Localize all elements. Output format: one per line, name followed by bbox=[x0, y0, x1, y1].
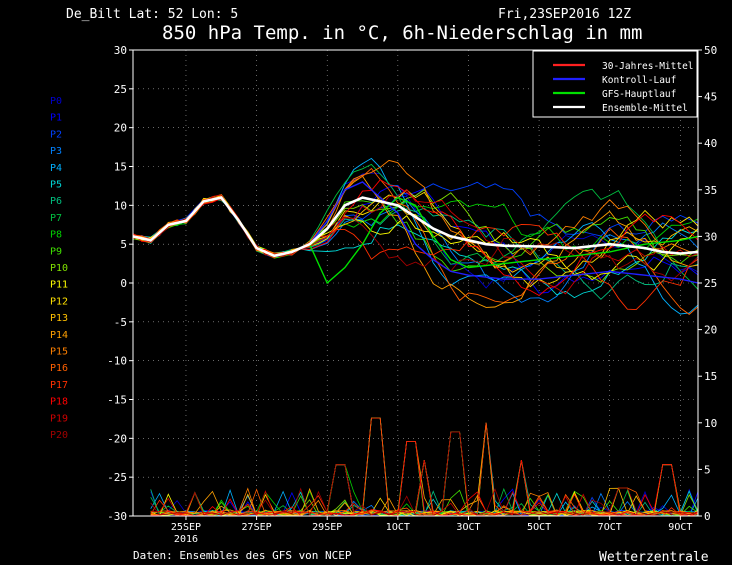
member-label: P20 bbox=[50, 430, 68, 441]
member-label: P1 bbox=[50, 113, 62, 124]
x-tick-label: 9OCT bbox=[668, 522, 692, 533]
left-tick-label: -25 bbox=[107, 471, 127, 484]
station-label: De_Bilt Lat: 52 Lon: 5 bbox=[66, 7, 238, 22]
right-tick-label: 25 bbox=[704, 277, 717, 290]
member-label: P19 bbox=[50, 413, 68, 424]
left-tick-label: 15 bbox=[114, 161, 127, 174]
left-tick-label: -10 bbox=[107, 355, 127, 368]
member-label: P0 bbox=[50, 96, 62, 107]
left-tick-label: -30 bbox=[107, 510, 127, 523]
right-axis: 0 5 10 15 20 25 30 35 40 45 50 bbox=[698, 44, 717, 523]
member-label: P9 bbox=[50, 246, 62, 257]
right-tick-label: 30 bbox=[704, 230, 717, 243]
x-tick-label: 1OCT bbox=[386, 522, 410, 533]
member-label: P16 bbox=[50, 363, 68, 374]
left-tick-label: 10 bbox=[114, 199, 127, 212]
member-precip-line bbox=[150, 460, 699, 517]
right-tick-label: 5 bbox=[704, 463, 711, 476]
member-label: P7 bbox=[50, 213, 62, 224]
left-tick-label: 5 bbox=[120, 238, 127, 251]
member-label: P5 bbox=[50, 180, 62, 191]
member-label: P15 bbox=[50, 347, 68, 358]
legend-label: 30-Jahres-Mittel bbox=[602, 61, 694, 72]
member-label: P13 bbox=[50, 313, 68, 324]
ensemble-mean-line bbox=[132, 196, 699, 258]
member-label: P8 bbox=[50, 230, 62, 241]
precip-lines bbox=[150, 417, 699, 518]
x-axis: 25SEP 27SEP 29SEP 1OCT 3OCT 5OCT 7OCT 9OCT 2016 bbox=[171, 516, 692, 545]
x-tick-label: 29SEP bbox=[312, 522, 342, 533]
left-tick-label: 30 bbox=[114, 44, 127, 57]
member-label: P18 bbox=[50, 397, 68, 408]
left-tick-label: 0 bbox=[120, 277, 127, 290]
member-label: P4 bbox=[50, 163, 62, 174]
member-label: P11 bbox=[50, 280, 68, 291]
right-tick-label: 10 bbox=[704, 417, 717, 430]
left-tick-label: -15 bbox=[107, 394, 127, 407]
source-label: Daten: Ensembles des GFS von NCEP bbox=[133, 549, 352, 562]
chart-title: 850 hPa Temp. in °C, 6h-Niederschlag in … bbox=[162, 22, 642, 44]
x-tick-label: 7OCT bbox=[598, 522, 622, 533]
left-tick-label: 20 bbox=[114, 122, 127, 135]
member-label: P17 bbox=[50, 380, 68, 391]
legend-label: Kontroll-Lauf bbox=[602, 75, 676, 86]
left-tick-label: -20 bbox=[107, 432, 127, 445]
right-tick-label: 20 bbox=[704, 324, 717, 337]
right-tick-label: 40 bbox=[704, 137, 717, 150]
left-tick-label: 25 bbox=[114, 83, 127, 96]
datetime-label: Fri,23SEP2016 12Z bbox=[498, 7, 631, 22]
right-tick-label: 35 bbox=[704, 184, 717, 197]
left-axis: -30 -25 -20 -15 -10 -5 0 5 10 15 20 25 30 bbox=[107, 44, 133, 523]
special-lines bbox=[132, 181, 699, 285]
x-tick-label: 5OCT bbox=[527, 522, 551, 533]
right-tick-label: 0 bbox=[704, 510, 711, 523]
member-labels: P0 P1 P2 P3 P4 P5 P6 P7 P8 P9 P10 P11 P12 P13 P14 P15 P1… bbox=[50, 96, 68, 441]
legend-label: Ensemble-Mittel bbox=[602, 103, 688, 114]
x-tick-label: 3OCT bbox=[456, 522, 480, 533]
x-tick-label: 25SEP bbox=[171, 522, 201, 533]
x-tick-label: 27SEP bbox=[242, 522, 272, 533]
legend: 30-Jahres-Mittel Kontroll-Lauf GFS-Hauptla… bbox=[532, 50, 698, 118]
member-label: P6 bbox=[50, 196, 62, 207]
member-label: P12 bbox=[50, 296, 68, 307]
brand-label: Wetterzentrale bbox=[599, 550, 709, 565]
x-year-label: 2016 bbox=[174, 534, 198, 545]
member-label: P14 bbox=[50, 330, 68, 341]
member-label: P3 bbox=[50, 146, 62, 157]
right-tick-label: 50 bbox=[704, 44, 717, 57]
right-tick-label: 45 bbox=[704, 91, 717, 104]
left-tick-label: -5 bbox=[114, 316, 127, 329]
member-precip-line bbox=[150, 417, 699, 517]
legend-label: GFS-Hauptlauf bbox=[602, 89, 676, 100]
member-label: P2 bbox=[50, 129, 62, 140]
right-tick-label: 15 bbox=[704, 370, 717, 383]
member-label: P10 bbox=[50, 263, 68, 274]
